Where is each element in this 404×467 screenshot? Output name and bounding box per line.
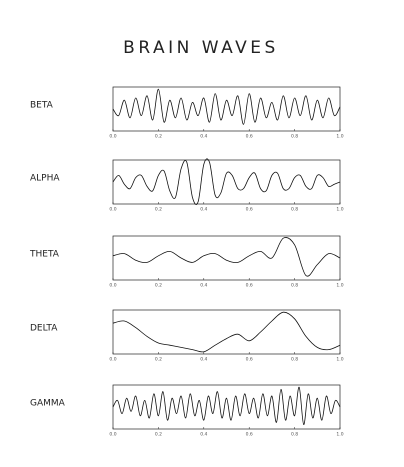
x-tick-label: 1.0 xyxy=(336,283,343,289)
wave-line xyxy=(112,386,341,426)
x-tick-label: 0.0 xyxy=(109,134,116,140)
x-tick-label: 0.6 xyxy=(246,207,253,213)
wave-line xyxy=(112,88,341,125)
x-tick-label: 0.6 xyxy=(246,283,253,289)
wave-label: GAMMA xyxy=(30,399,66,409)
x-tick-label: 0.0 xyxy=(109,283,116,289)
x-tick-label: 0.6 xyxy=(246,357,253,363)
x-tick-label: 0.8 xyxy=(291,207,298,213)
x-tick-label: 0.6 xyxy=(246,432,253,438)
wave-label: DELTA xyxy=(30,324,58,334)
x-tick-label: 0.4 xyxy=(200,283,207,289)
x-tick-label: 1.0 xyxy=(336,357,343,363)
x-tick-label: 0.8 xyxy=(291,283,298,289)
wave-line xyxy=(112,158,341,205)
x-tick-label: 0.0 xyxy=(109,207,116,213)
wave-line xyxy=(112,237,341,277)
x-tick-label: 0.2 xyxy=(155,283,162,289)
x-tick-label: 1.0 xyxy=(336,207,343,213)
poster-title: BRAIN WAVES xyxy=(123,38,279,58)
x-tick-label: 0.0 xyxy=(109,432,116,438)
plot-frame xyxy=(112,235,341,281)
x-tick-label: 0.8 xyxy=(291,432,298,438)
x-tick-label: 0.8 xyxy=(291,357,298,363)
wave-label: THETA xyxy=(29,250,60,260)
x-tick-label: 0.2 xyxy=(155,207,162,213)
plot-frame xyxy=(112,159,341,205)
x-tick-label: 0.4 xyxy=(200,134,207,140)
wave-label: ALPHA xyxy=(30,174,60,184)
plot-frame xyxy=(112,309,341,355)
x-tick-label: 0.2 xyxy=(155,357,162,363)
x-tick-label: 0.6 xyxy=(246,134,253,140)
plot-frame xyxy=(112,86,341,132)
x-tick-label: 0.2 xyxy=(155,134,162,140)
x-tick-label: 0.4 xyxy=(200,207,207,213)
x-tick-label: 0.4 xyxy=(200,432,207,438)
x-tick-label: 0.0 xyxy=(109,357,116,363)
x-tick-label: 0.2 xyxy=(155,432,162,438)
x-tick-label: 1.0 xyxy=(336,432,343,438)
wave-line xyxy=(112,311,341,353)
x-tick-label: 0.8 xyxy=(291,134,298,140)
x-tick-label: 0.4 xyxy=(200,357,207,363)
x-tick-label: 1.0 xyxy=(336,134,343,140)
wave-label: BETA xyxy=(30,101,54,111)
